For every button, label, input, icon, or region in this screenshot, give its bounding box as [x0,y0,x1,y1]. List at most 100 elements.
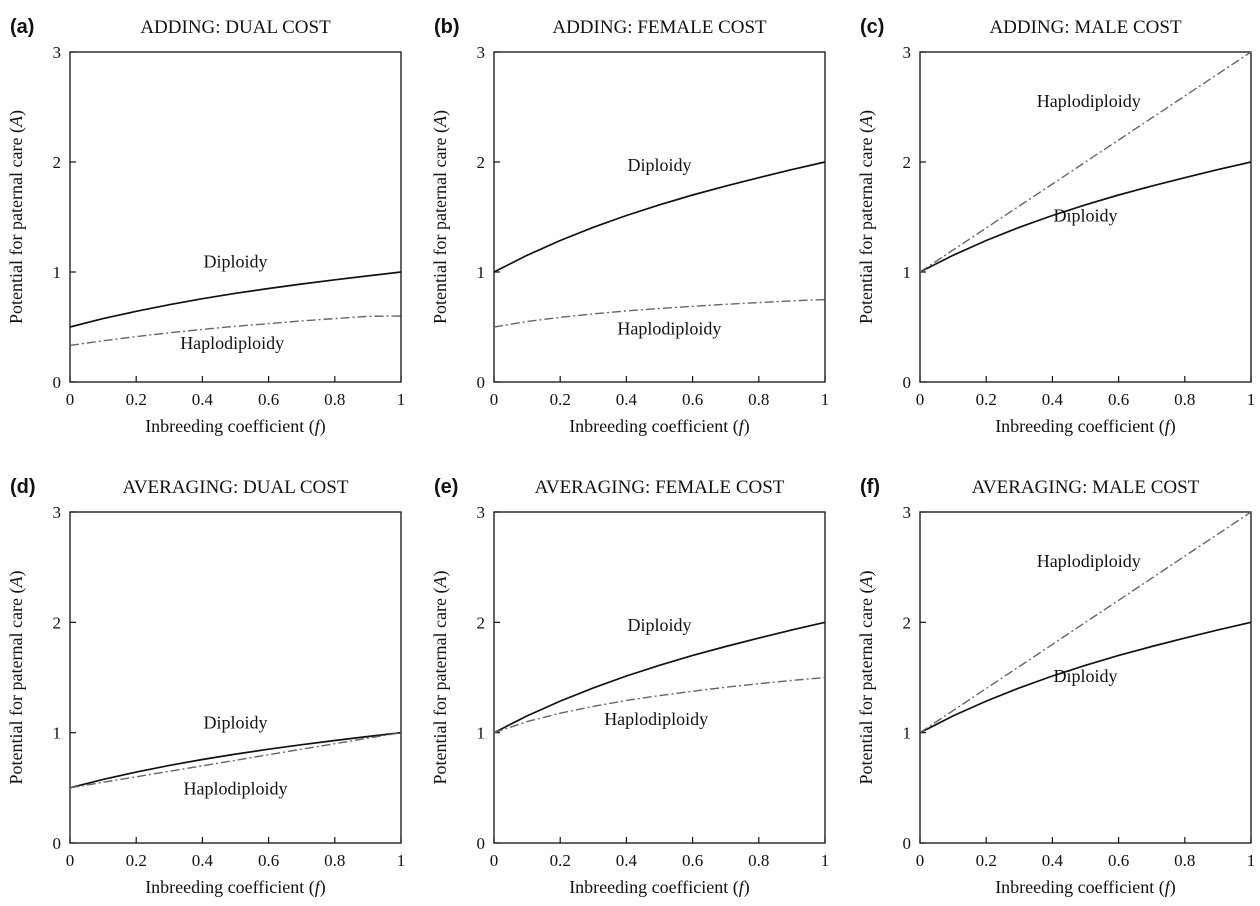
x-tick-label: 0 [490,390,499,409]
x-tick-label: 0.8 [748,851,769,870]
panel-title: AVERAGING: DUAL COST [123,477,349,498]
y-tick-label: 3 [477,43,486,62]
series-line-haplodiploidy [69,315,402,347]
panel-e: (e) AVERAGING: FEMALE COST 0 1 2 3 0 0.2 0.4 0.6 0… [430,476,829,898]
plot-frame [919,51,1252,383]
y-axis-label: Potential for paternal care (A) [430,110,451,324]
x-tick-label: 0 [916,390,925,409]
y-tick-label: 2 [903,153,912,172]
x-tick-label: 0.2 [126,390,147,409]
x-tick-label: 0.6 [1108,851,1129,870]
panel-letter: (a) [10,16,34,38]
x-tick-label: 1 [1247,390,1256,409]
panel-title: AVERAGING: MALE COST [972,477,1200,498]
x-tick-label: 0.4 [1042,390,1064,409]
series-label-haplodiploidy: Haplodiploidy [180,333,284,353]
x-tick-label: 0.2 [126,851,147,870]
y-axis-label: Potential for paternal care (A) [856,110,877,324]
y-axis-label: Potential for paternal care (A) [6,110,27,324]
x-tick-label: 1 [821,851,830,870]
x-tick-label: 0.8 [1174,851,1195,870]
y-tick-label: 3 [903,43,912,62]
panel-letter: (d) [10,476,36,498]
y-tick-label: 0 [903,834,912,853]
plot-frame [493,51,826,383]
series-line-diploidy [493,621,826,734]
panel-title: ADDING: MALE COST [989,17,1182,38]
panel-title: AVERAGING: FEMALE COST [535,477,785,498]
series-label-haplodiploidy: Haplodiploidy [1037,551,1141,571]
series-line-haplodiploidy [69,732,402,789]
x-tick-label: 0.4 [616,851,638,870]
y-tick-label: 0 [903,373,912,392]
panel-f: (f) AVERAGING: MALE COST 0 1 2 3 0 0.2 0.4 0.6 0.8… [856,476,1255,898]
y-tick-label: 2 [903,613,912,632]
x-tick-label: 1 [397,390,406,409]
x-tick-label: 0.6 [682,851,703,870]
panel-letter: (b) [434,16,460,38]
y-tick-label: 1 [53,724,62,743]
series-line-haplodiploidy [493,298,826,328]
x-tick-label: 0.6 [682,390,703,409]
series-line-diploidy [919,161,1252,273]
x-axis-label: Inbreeding coefficient (f) [995,416,1176,437]
series-label-diploidy: Diploidy [627,155,691,175]
x-tick-label: 0.4 [1042,851,1064,870]
plot-frame [69,51,402,383]
y-axis-label: Potential for paternal care (A) [430,571,451,785]
y-tick-label: 2 [477,613,486,632]
series-label-haplodiploidy: Haplodiploidy [1037,91,1141,111]
x-tick-label: 1 [821,390,830,409]
y-axis-label: Potential for paternal care (A) [6,571,27,785]
y-tick-label: 1 [903,724,912,743]
series-line-diploidy [919,621,1252,734]
panel-title: ADDING: FEMALE COST [552,17,767,38]
x-tick-label: 1 [397,851,406,870]
x-tick-label: 0 [66,851,75,870]
y-tick-label: 3 [53,503,62,522]
x-tick-label: 0 [66,390,75,409]
y-tick-label: 1 [903,263,912,282]
panel-letter: (c) [860,16,884,38]
y-tick-label: 2 [53,153,62,172]
series-label-diploidy: Diploidy [1053,666,1117,686]
series-label-diploidy: Diploidy [203,252,267,272]
x-tick-label: 0.6 [258,851,279,870]
x-tick-label: 0.6 [1108,390,1129,409]
x-tick-label: 0.8 [1174,390,1195,409]
x-tick-label: 0.4 [192,390,214,409]
series-line-haplodiploidy [919,511,1252,734]
plot-frame [493,511,826,844]
x-tick-label: 0.2 [550,851,571,870]
series-label-diploidy: Diploidy [627,615,691,635]
plot-frame [69,511,402,844]
series-line-diploidy [69,271,402,328]
x-axis-label: Inbreeding coefficient (f) [995,877,1176,898]
x-tick-label: 0.6 [258,390,279,409]
panel-c: (c) ADDING: MALE COST 0 1 2 3 0 0.2 0.4 0.6 0.8 1 In… [856,16,1255,437]
x-tick-label: 0.8 [324,390,345,409]
x-tick-label: 0.2 [976,390,997,409]
panel-a: (a) ADDING: DUAL COST 0 1 2 3 0 0.2 0.4 0.6 0.8 1 In… [6,16,405,437]
series-line-haplodiploidy [493,676,826,734]
panel-d: (d) AVERAGING: DUAL COST 0 1 2 3 0 0.2 0.4 0.6 0.8… [6,476,405,898]
series-label-diploidy: Diploidy [1053,205,1117,225]
series-label-haplodiploidy: Haplodiploidy [617,319,721,339]
series-label-diploidy: Diploidy [203,712,267,732]
x-tick-label: 0 [916,851,925,870]
y-tick-label: 0 [477,373,486,392]
x-axis-label: Inbreeding coefficient (f) [569,877,750,898]
y-tick-label: 1 [477,724,486,743]
series-line-diploidy [69,731,402,789]
x-tick-label: 0.4 [616,390,638,409]
y-axis-label: Potential for paternal care (A) [856,571,877,785]
panel-letter: (e) [434,476,458,498]
panel-b: (b) ADDING: FEMALE COST 0 1 2 3 0 0.2 0.4 0.6 0.8 1… [430,16,829,437]
x-tick-label: 0 [490,851,499,870]
y-tick-label: 2 [53,613,62,632]
series-line-haplodiploidy [919,51,1252,273]
x-axis-label: Inbreeding coefficient (f) [145,416,326,437]
y-tick-label: 0 [477,834,486,853]
x-axis-label: Inbreeding coefficient (f) [145,877,326,898]
